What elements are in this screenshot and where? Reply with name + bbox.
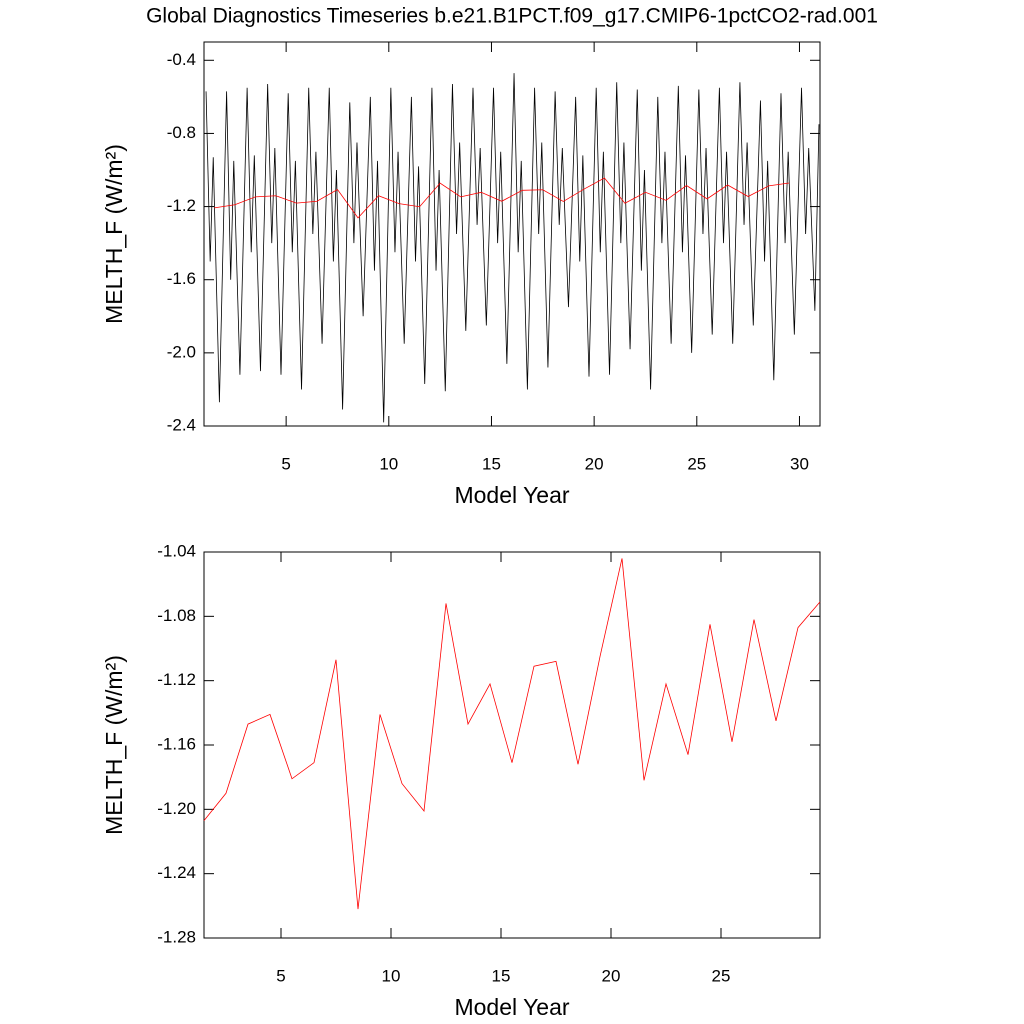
x-tick-label: 25	[687, 454, 706, 473]
x-tick-label: 10	[382, 966, 401, 985]
data-line	[205, 73, 820, 423]
y-axis-label: MELTH_F (W/m²)	[101, 655, 127, 835]
y-tick-label: -1.2	[167, 196, 196, 215]
plot-frame	[203, 551, 821, 939]
y-tick-label: -1.08	[157, 606, 196, 625]
x-axis-label: Model Year	[454, 994, 569, 1020]
x-tick-label: 20	[585, 454, 604, 473]
x-tick-label: 30	[790, 454, 809, 473]
plot-frame	[203, 41, 821, 427]
x-tick-label: 5	[281, 454, 290, 473]
y-tick-label: -1.24	[157, 863, 196, 882]
y-tick-label: -1.6	[167, 269, 196, 288]
y-tick-label: -0.4	[167, 50, 196, 69]
y-tick-label: -1.04	[157, 541, 196, 560]
x-axis-label: Model Year	[454, 482, 569, 508]
y-tick-label: -1.16	[157, 734, 196, 753]
y-tick-label: -0.8	[167, 123, 196, 142]
x-tick-label: 10	[379, 454, 398, 473]
y-tick-label: -1.20	[157, 799, 196, 818]
y-tick-label: -2.4	[167, 415, 196, 434]
y-tick-label: -1.28	[157, 927, 196, 946]
y-axis-label: MELTH_F (W/m²)	[101, 144, 127, 324]
data-line	[203, 558, 821, 910]
x-tick-label: 15	[482, 454, 501, 473]
x-tick-label: 25	[712, 966, 731, 985]
x-tick-label: 15	[492, 966, 511, 985]
chart-title: Global Diagnostics Timeseries b.e21.B1PC…	[146, 5, 878, 28]
x-tick-label: 20	[602, 966, 621, 985]
y-tick-label: -1.12	[157, 670, 196, 689]
data-line	[214, 177, 790, 219]
y-tick-label: -2.0	[167, 342, 196, 361]
x-tick-label: 5	[276, 966, 285, 985]
